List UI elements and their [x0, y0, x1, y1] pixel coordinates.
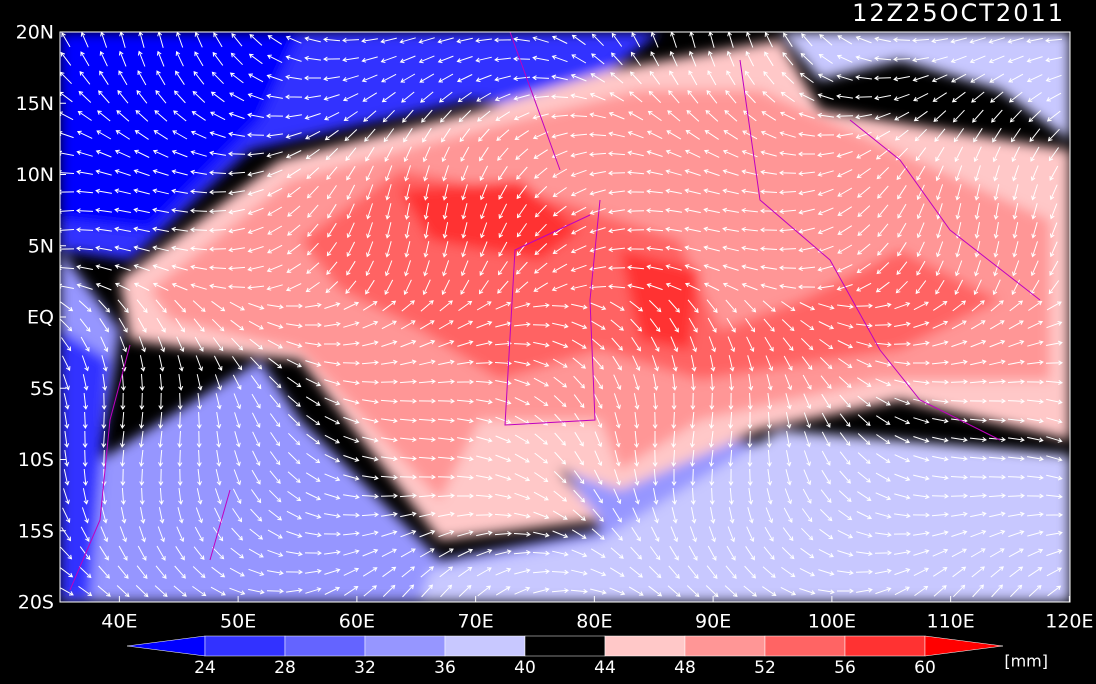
colorbar-label: 36	[434, 658, 456, 678]
colorbar-box	[204, 635, 286, 657]
colorbar-box	[604, 635, 686, 657]
lon-label: 70E	[458, 611, 494, 633]
colorbar-box	[444, 635, 526, 657]
colorbar-box	[844, 635, 926, 657]
arrow-field	[60, 32, 1063, 598]
colorbar: 24 28 32 36 40 44 48 52 56 60	[126, 635, 1004, 678]
lat-label: 20N	[16, 22, 54, 44]
colorbar-unit: [mm]	[1004, 652, 1048, 671]
lon-label: 60E	[339, 611, 375, 633]
lat-label: 20S	[18, 592, 54, 614]
lon-label: 50E	[220, 611, 256, 633]
lat-label: 15N	[16, 93, 54, 115]
lon-label: 90E	[695, 611, 731, 633]
lon-label: 120E	[1045, 611, 1093, 633]
colorbar-label: 48	[674, 658, 696, 678]
colorbar-box	[684, 635, 766, 657]
lon-label: 40E	[101, 611, 137, 633]
coastlines	[69, 32, 1041, 591]
colorbar-label: 32	[354, 658, 376, 678]
colorbar-box	[364, 635, 446, 657]
lat-label: 5S	[30, 378, 54, 400]
colorbar-box	[524, 635, 606, 657]
lat-label: 10N	[16, 164, 54, 186]
wind-vectors	[60, 32, 1063, 598]
lat-axis: 20N 15N 10N 5N EQ 5S 10S 15S 20S	[16, 22, 66, 614]
lat-label: 5N	[28, 235, 54, 257]
lon-label: 110E	[926, 611, 974, 633]
colorbar-box	[764, 635, 846, 657]
colorbar-label: 44	[594, 658, 616, 678]
colorbar-extend-low	[126, 635, 206, 657]
colorbar-label: 52	[754, 658, 776, 678]
lon-label: 100E	[808, 611, 856, 633]
colorbar-label: 24	[194, 658, 216, 678]
colorbar-label: 56	[834, 658, 856, 678]
lat-label: EQ	[27, 307, 54, 329]
colorbar-box	[284, 635, 366, 657]
colorbar-extend-high	[924, 635, 1004, 657]
field	[60, 32, 1070, 602]
map-title: 12Z25OCT2011	[852, 0, 1065, 27]
colorbar-label: 60	[914, 658, 936, 678]
lat-label: 15S	[18, 520, 54, 542]
colorbar-label: 40	[514, 658, 536, 678]
lon-axis: 40E 50E 60E 70E 80E 90E 100E 110E 120E	[101, 596, 1094, 633]
lon-label: 80E	[576, 611, 612, 633]
lat-label: 10S	[18, 449, 54, 471]
colorbar-label: 28	[274, 658, 296, 678]
